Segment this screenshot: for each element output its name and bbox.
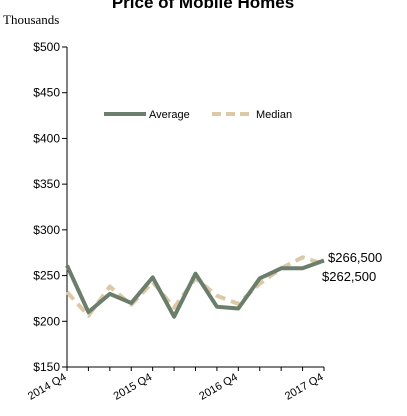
x-tick-label: 2017 Q4 [283, 371, 326, 402]
series-line-median [65, 255, 325, 318]
y-tick-label: $350 [33, 177, 60, 191]
annotation-median-value: $262,500 [322, 269, 376, 284]
legend-label-average: Average [149, 109, 190, 121]
y-tick-label: $300 [33, 223, 60, 237]
y-tick-label: $400 [33, 131, 60, 145]
legend-label-median: Median [256, 109, 292, 121]
y-axis: $150 $200 $250 $300 $350 $400 $450 $500 [33, 40, 68, 374]
y-tick-label: $500 [33, 40, 60, 54]
x-tick-label: 2014 Q4 [26, 371, 69, 402]
y-tick-label: $250 [33, 269, 60, 283]
series-layer [65, 255, 325, 319]
x-tick-label: 2015 Q4 [112, 371, 155, 402]
y-tick-label: $450 [33, 86, 60, 100]
y-tick-label: $150 [33, 360, 60, 374]
series-line-average [65, 258, 325, 319]
y-tick-label: $200 [33, 314, 60, 328]
x-tick-label: 2016 Q4 [197, 371, 240, 402]
x-axis: 2014 Q4 2015 Q4 2016 Q4 2017 Q4 [26, 366, 326, 403]
unit-label: Thousands [3, 12, 59, 27]
chart-title: Price of Mobile Homes [112, 0, 294, 12]
annotation-average-value: $266,500 [328, 250, 382, 265]
legend: Average Median [104, 109, 292, 121]
